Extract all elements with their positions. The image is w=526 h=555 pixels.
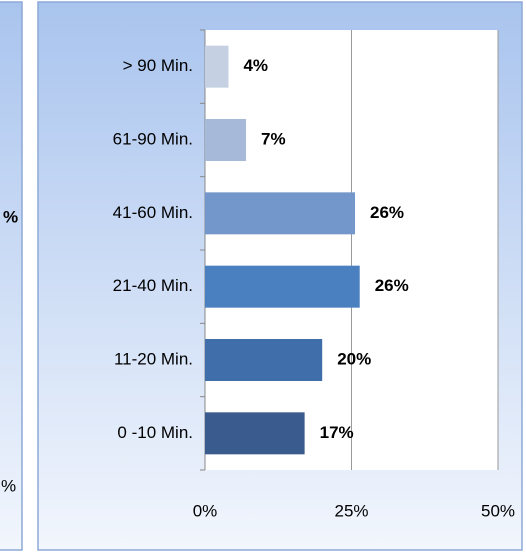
value-label: 17% [320,423,354,442]
y-tick-label: 61-90 Min. [113,129,193,148]
y-tick-label: 0 -10 Min. [117,423,193,442]
bar [205,339,323,381]
bar [205,412,305,455]
bar [205,192,356,235]
x-tick-label: 25% [334,501,368,520]
x-tick-label: 0% [193,501,218,520]
left-fragment: % [3,207,18,226]
value-label: 26% [370,203,404,222]
x-tick-label: 50% [481,501,515,520]
left-fragment: % [1,476,16,495]
left-panel [0,1,23,551]
value-label: 4% [243,56,268,75]
value-label: 20% [337,349,371,368]
y-tick-label: 11-20 Min. [114,349,193,368]
y-tick-label: > 90 Min. [123,56,193,75]
bar [205,45,229,88]
y-tick-label: 21-40 Min. [113,276,193,295]
bar [205,119,247,161]
y-tick-label: 41-60 Min. [113,203,193,222]
value-label: 26% [375,276,409,295]
bar [205,265,360,308]
value-label: 7% [261,129,286,148]
